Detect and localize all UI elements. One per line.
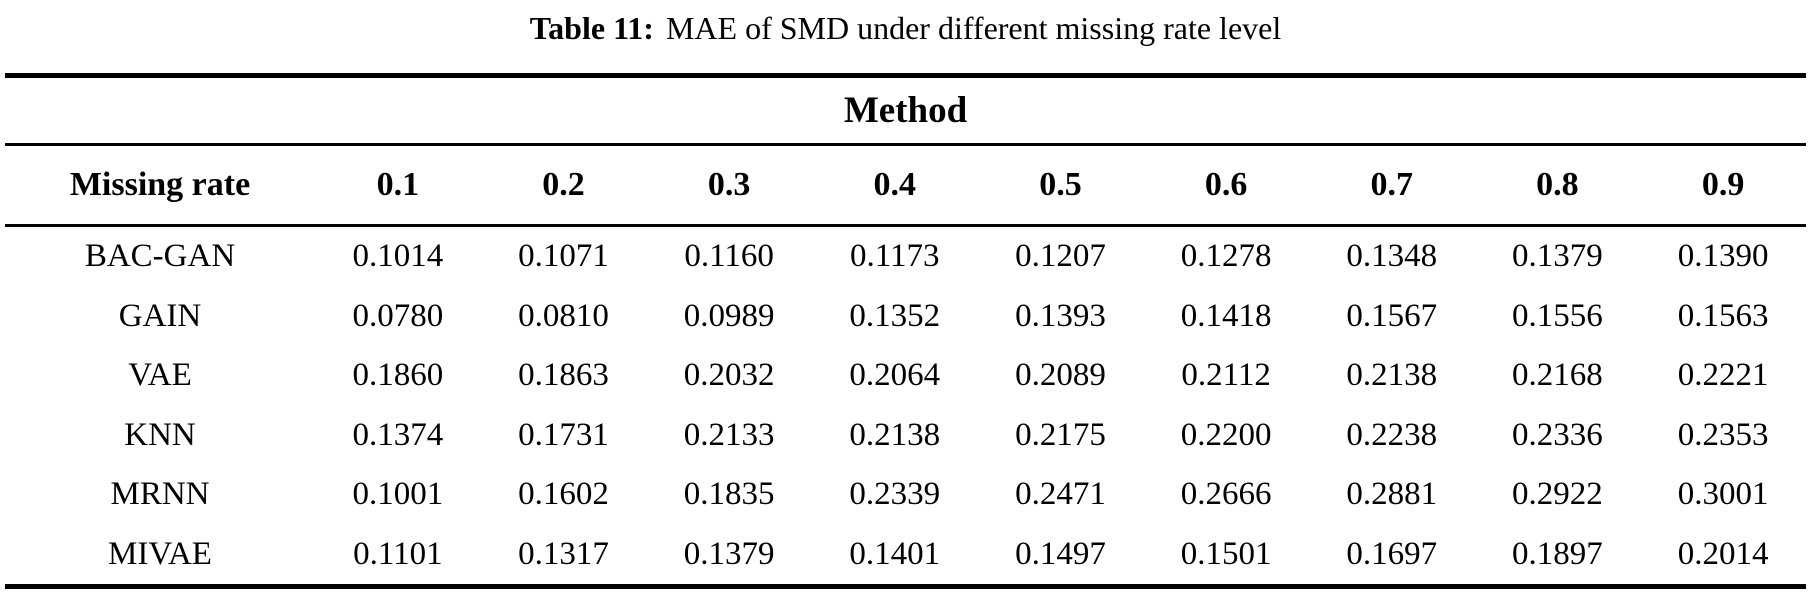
column-header-0-8: 0.8 <box>1474 144 1641 227</box>
table-cell: 0.1393 <box>1015 297 1106 334</box>
column-header-0-5: 0.5 <box>977 144 1144 227</box>
column-header-0-1: 0.1 <box>315 144 481 227</box>
table-cell: 0.2175 <box>1015 416 1106 453</box>
method-name: BAC-GAN <box>84 238 236 275</box>
table-cell: 0.1563 <box>1677 297 1769 334</box>
column-header-0-9: 0.9 <box>1640 144 1806 227</box>
table-cell: 0.2238 <box>1346 416 1438 453</box>
table-cell: 0.1348 <box>1346 238 1438 275</box>
table-cell: 0.3001 <box>1677 476 1769 513</box>
table-cell: 0.1278 <box>1180 238 1272 275</box>
table-cell: 0.1160 <box>684 238 774 275</box>
table-cell: 0.0810 <box>518 297 609 334</box>
table-cell: 0.2168 <box>1512 357 1603 394</box>
table-cell: 0.1071 <box>518 238 609 275</box>
table-row-mivae: MIVAE 0.1101 0.1317 0.1379 0.1401 0.1497… <box>5 524 1806 589</box>
table-cell: 0.1001 <box>352 476 444 513</box>
table-cell: 0.2221 <box>1677 357 1769 394</box>
table-cell: 0.2200 <box>1180 416 1272 453</box>
method-name: VAE <box>128 357 192 394</box>
method-name: KNN <box>124 416 196 453</box>
table-cell: 0.0989 <box>683 297 775 334</box>
table-cell: 0.1860 <box>352 357 444 394</box>
method-name: GAIN <box>118 297 202 334</box>
column-header-0-6: 0.6 <box>1143 144 1309 227</box>
table-cell: 0.2471 <box>1015 476 1106 513</box>
table-cell: 0.2138 <box>849 416 941 453</box>
column-header-0-3: 0.3 <box>646 144 812 227</box>
results-table: Method Missing rate 0.1 0.2 0.3 0.4 0.5 … <box>5 73 1806 589</box>
table-caption-text: MAE of SMD under different missing rate … <box>665 10 1282 46</box>
column-header-0-7: 0.7 <box>1308 144 1475 227</box>
table-cell: 0.2112 <box>1181 357 1271 394</box>
table-cell: 0.1897 <box>1474 524 1641 589</box>
table-cell: 0.1602 <box>518 476 609 513</box>
table-cell: 0.2881 <box>1346 476 1438 513</box>
column-header-missing-rate: Missing rate <box>5 144 315 227</box>
table-row-gain: GAIN 0.0780 0.0810 0.0989 0.1352 0.1393 … <box>5 287 1806 347</box>
column-header-0-2: 0.2 <box>480 144 647 227</box>
table-cell: 0.1418 <box>1180 297 1272 334</box>
table-cell: 0.1401 <box>811 524 978 589</box>
group-header-method: Method <box>5 73 1806 146</box>
table-cell: 0.1379 <box>1512 238 1603 275</box>
table-cell: 0.2353 <box>1677 416 1769 453</box>
method-name: MIVAE <box>5 524 315 589</box>
table-cell: 0.1014 <box>352 238 444 275</box>
table-head: Method Missing rate 0.1 0.2 0.3 0.4 0.5 … <box>5 73 1806 227</box>
table-cell: 0.1101 <box>315 524 481 589</box>
table-cell: 0.2089 <box>1015 357 1106 394</box>
table-row-knn: KNN 0.1374 0.1731 0.2133 0.2138 0.2175 0… <box>5 406 1806 466</box>
table-body: BAC-GAN 0.1014 0.1071 0.1160 0.1173 0.12… <box>5 226 1806 589</box>
column-header-0-4: 0.4 <box>811 144 978 227</box>
table-cell: 0.1863 <box>518 357 609 394</box>
table-cell: 0.1497 <box>977 524 1144 589</box>
table-cell: 0.1697 <box>1308 524 1475 589</box>
table-row-bac-gan: BAC-GAN 0.1014 0.1071 0.1160 0.1173 0.12… <box>5 226 1806 287</box>
column-header-row: Missing rate 0.1 0.2 0.3 0.4 0.5 0.6 0.7… <box>5 144 1806 227</box>
table-cell: 0.2133 <box>683 416 775 453</box>
table-cell: 0.1501 <box>1143 524 1309 589</box>
table-cell: 0.1173 <box>850 238 940 275</box>
table-cell: 0.1567 <box>1346 297 1438 334</box>
table-cell: 0.2336 <box>1512 416 1603 453</box>
table-cell: 0.1317 <box>480 524 647 589</box>
table-cell: 0.1352 <box>849 297 941 334</box>
table-cell: 0.1556 <box>1512 297 1603 334</box>
table-row-vae: VAE 0.1860 0.1863 0.2032 0.2064 0.2089 0… <box>5 346 1806 406</box>
group-header-row: Method <box>5 73 1806 146</box>
table-cell: 0.1207 <box>1015 238 1106 275</box>
table-cell: 0.2666 <box>1180 476 1272 513</box>
table-cell: 0.1731 <box>518 416 609 453</box>
table-caption: Table 11: MAE of SMD under different miss… <box>0 0 1811 73</box>
method-name: MRNN <box>110 476 210 513</box>
table-cell: 0.2138 <box>1346 357 1438 394</box>
table-cell: 0.1835 <box>683 476 775 513</box>
table-cell: 0.0780 <box>352 297 444 334</box>
table-cell: 0.1374 <box>352 416 444 453</box>
table-cell: 0.2014 <box>1640 524 1806 589</box>
table-cell: 0.2064 <box>849 357 941 394</box>
table-row-mrnn: MRNN 0.1001 0.1602 0.1835 0.2339 0.2471 … <box>5 465 1806 525</box>
table-cell: 0.2032 <box>683 357 775 394</box>
table-cell: 0.2339 <box>849 476 941 513</box>
table-cell: 0.1390 <box>1677 238 1769 275</box>
table-cell: 0.2922 <box>1512 476 1603 513</box>
table-cell: 0.1379 <box>646 524 812 589</box>
table-caption-label: Table 11: <box>529 10 654 46</box>
